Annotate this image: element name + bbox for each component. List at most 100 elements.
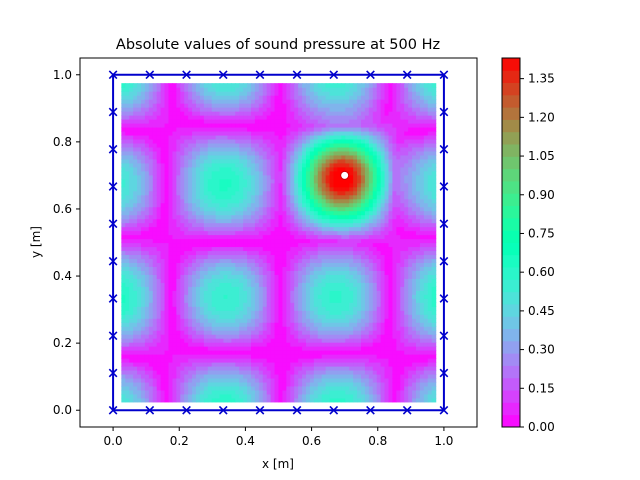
colorbar-level bbox=[502, 58, 520, 71]
colorbar-level bbox=[502, 217, 520, 231]
x-axis: 0.0 0.2 0.4 0.6 0.8 1.0 bbox=[104, 427, 453, 448]
boundary-marker bbox=[182, 70, 191, 80]
x-tick-label: 0.8 bbox=[368, 434, 387, 448]
colorbar-level bbox=[502, 242, 520, 256]
boundary-marker bbox=[218, 70, 228, 80]
colorbar-tick-label: 0.30 bbox=[528, 343, 555, 357]
boundary-marker bbox=[292, 405, 302, 415]
y-tick-label: 0.6 bbox=[53, 202, 72, 216]
colorbar-tick-label: 0.90 bbox=[528, 188, 555, 202]
colorbar-tick-label: 0.60 bbox=[528, 265, 555, 279]
x-tick-label: 0.4 bbox=[236, 434, 255, 448]
colorbar-level bbox=[502, 119, 520, 133]
x-tick-label: 0.6 bbox=[302, 434, 321, 448]
boundary-marker bbox=[439, 70, 449, 80]
colorbar-frame bbox=[501, 57, 521, 428]
boundary-marker bbox=[439, 144, 449, 154]
colorbar-tick-label: 1.20 bbox=[528, 110, 555, 124]
plot-frame bbox=[79, 57, 478, 428]
boundary-marker bbox=[255, 405, 265, 415]
boundary-marker bbox=[108, 256, 118, 266]
colorbar-level bbox=[502, 328, 520, 342]
colorbar-level bbox=[502, 205, 520, 219]
colorbar-level bbox=[502, 316, 520, 329]
colorbar-level bbox=[502, 402, 520, 416]
y-tick-label: 0.2 bbox=[53, 336, 72, 350]
y-tick-label: 0.0 bbox=[53, 403, 72, 417]
colorbar-level bbox=[502, 377, 520, 391]
colorbar-level bbox=[502, 279, 520, 293]
boundary-marker bbox=[108, 219, 118, 229]
boundary-marker bbox=[218, 405, 228, 415]
colorbar-level bbox=[502, 267, 520, 280]
colorbar-tick-label: 1.35 bbox=[528, 72, 555, 86]
colorbar-tick-label: 0.75 bbox=[528, 226, 555, 240]
x-tick-label: 1.0 bbox=[434, 434, 453, 448]
colorbar-level bbox=[502, 304, 520, 317]
boundary-marker bbox=[108, 107, 118, 117]
boundary-marker bbox=[292, 70, 302, 80]
boundary-marker bbox=[108, 144, 118, 154]
y-axis: 0.0 0.2 0.4 0.6 0.8 1.0 bbox=[53, 68, 80, 417]
colorbar-level bbox=[502, 353, 520, 366]
y-tick-label: 1.0 bbox=[53, 68, 72, 82]
colorbar-tick-label: 0.45 bbox=[528, 304, 555, 318]
plot-area bbox=[79, 57, 478, 428]
colorbar-level bbox=[502, 193, 520, 206]
boundary-marker bbox=[439, 256, 449, 266]
boundary-marker bbox=[255, 70, 265, 80]
colorbar: 0.00 0.15 0.30 0.45 0.60 0.75 0.90 1.05 1.20 1.35 bbox=[501, 57, 555, 434]
x-tick-label: 0.2 bbox=[170, 434, 189, 448]
colorbar-level bbox=[502, 230, 520, 243]
colorbar-level bbox=[502, 365, 520, 379]
y-tick-label: 0.4 bbox=[53, 269, 72, 283]
colorbar-level bbox=[502, 254, 520, 268]
boundary-marker bbox=[366, 70, 375, 80]
colorbar-level bbox=[502, 82, 520, 96]
boundary-marker bbox=[439, 294, 449, 303]
boundary-marker bbox=[108, 331, 118, 341]
boundary-marker bbox=[329, 70, 339, 80]
source-point bbox=[340, 170, 350, 180]
boundary-marker bbox=[329, 405, 339, 415]
x-axis-label: x [m] bbox=[262, 457, 294, 471]
colorbar-level bbox=[502, 94, 520, 108]
y-tick-label: 0.8 bbox=[53, 135, 72, 149]
colorbar-level bbox=[502, 131, 520, 145]
boundary-marker bbox=[439, 182, 449, 191]
chart-title: Absolute values of sound pressure at 500… bbox=[116, 37, 440, 53]
boundary-marker bbox=[366, 405, 375, 415]
colorbar-tick-label: 1.05 bbox=[528, 149, 555, 163]
colorbar-tick-label: 0.15 bbox=[528, 381, 555, 395]
boundary-marker bbox=[108, 405, 118, 415]
boundary-marker bbox=[402, 405, 412, 415]
boundary-marker bbox=[439, 107, 449, 117]
boundary-marker bbox=[145, 405, 155, 415]
boundary-marker bbox=[402, 70, 412, 80]
colorbar-level bbox=[502, 107, 520, 120]
boundary-marker bbox=[439, 368, 449, 378]
boundary-marker bbox=[439, 405, 449, 415]
pressure-field bbox=[121, 83, 437, 403]
colorbar-level bbox=[502, 181, 520, 194]
colorbar-level bbox=[502, 340, 520, 354]
colorbar-level bbox=[502, 156, 520, 170]
y-axis-label: y [m] bbox=[29, 226, 43, 258]
colorbar-level bbox=[502, 168, 520, 182]
colorbar-level bbox=[502, 291, 520, 305]
colorbar-tick-label: 0.00 bbox=[528, 420, 555, 434]
boundary-marker bbox=[182, 405, 191, 415]
boundary-markers bbox=[108, 70, 449, 415]
boundary-marker bbox=[108, 182, 118, 191]
boundary-marker bbox=[108, 294, 118, 303]
x-tick-label: 0.0 bbox=[104, 434, 123, 448]
colorbar-level bbox=[502, 144, 520, 157]
colorbar-level bbox=[502, 390, 520, 403]
boundary-marker bbox=[439, 331, 449, 341]
colorbar-level bbox=[502, 70, 520, 83]
boundary-marker bbox=[145, 70, 155, 80]
boundary-marker bbox=[108, 368, 118, 378]
boundary-marker bbox=[108, 70, 118, 80]
colorbar-level bbox=[502, 414, 520, 428]
